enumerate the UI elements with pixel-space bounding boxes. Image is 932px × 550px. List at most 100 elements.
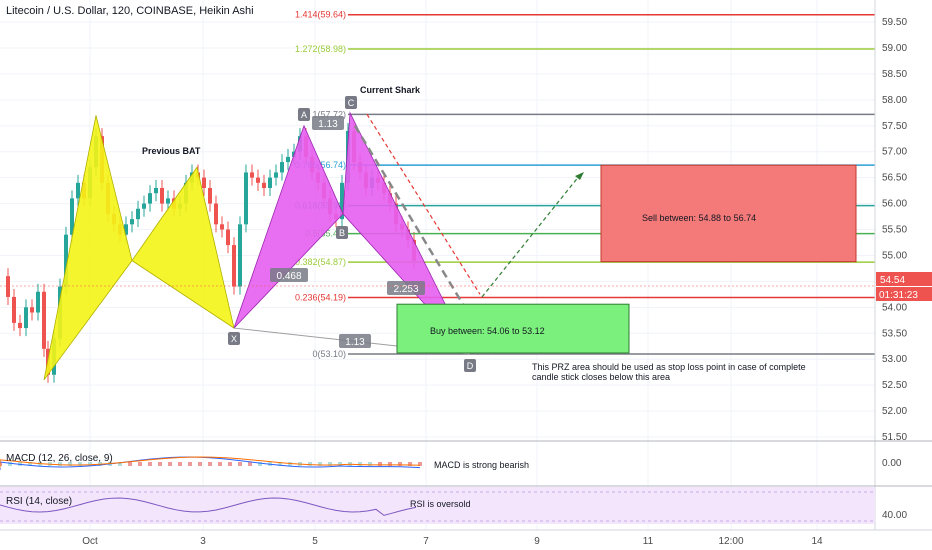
macd-hist-bar xyxy=(308,462,312,466)
price-tick: 53.00 xyxy=(882,354,907,365)
candle-body xyxy=(262,182,266,188)
price-tick: 51.50 xyxy=(882,432,907,443)
candle-body xyxy=(6,276,10,297)
fib-label: 0.382(54.87) xyxy=(295,257,346,267)
annotations: Sell between: 54.88 to 56.74 Buy between:… xyxy=(396,164,857,382)
time-tick: 12:00 xyxy=(718,536,743,547)
time-tick: 5 xyxy=(312,536,318,547)
macd-hist-bar xyxy=(228,462,232,466)
countdown-badge xyxy=(876,287,932,301)
bat-bcd xyxy=(131,166,235,329)
rsi-note: RSI is oversold xyxy=(410,499,471,509)
prz-note-line2: candle stick closes below this area xyxy=(532,372,670,382)
macd-hist-bar xyxy=(148,462,152,466)
price-tick: 56.00 xyxy=(882,199,907,210)
price-tick: 57.00 xyxy=(882,147,907,158)
ratio-badge xyxy=(312,116,344,130)
green-projection xyxy=(481,172,583,298)
macd-hist-bar xyxy=(368,462,372,466)
macd-hist-bar xyxy=(288,462,292,466)
arrow-head xyxy=(575,172,584,180)
point-a-badge xyxy=(298,108,310,121)
macd-hist-bar xyxy=(178,462,182,466)
candle-body xyxy=(142,203,146,209)
macd-hist-bar xyxy=(238,462,242,466)
ratio-label: 0.468 xyxy=(276,271,301,282)
fib-label: 0.236(54.19) xyxy=(295,292,346,302)
macd-signal-line xyxy=(0,456,421,468)
point-x-badge xyxy=(228,332,240,345)
macd-hist-bar xyxy=(208,462,212,466)
ratio-badge xyxy=(339,334,371,348)
candle-body xyxy=(232,245,236,287)
candle-body xyxy=(238,224,242,287)
rsi-panel-bg xyxy=(0,487,875,524)
fib-label: 1.414(59.64) xyxy=(295,10,346,20)
indicator-panels: MACD (12, 26, close, 9) MACD is strong be… xyxy=(0,440,932,524)
macd-hist-bar xyxy=(318,462,322,466)
candle-body xyxy=(160,188,164,204)
macd-hist-bar xyxy=(248,462,252,466)
macd-hist-bar xyxy=(198,462,202,466)
point-x: X xyxy=(231,334,237,344)
countdown: 01:31:23 xyxy=(879,290,918,301)
time-tick: 11 xyxy=(643,536,654,547)
point-c-badge xyxy=(345,96,357,109)
macd-note: MACD is strong bearish xyxy=(434,460,529,470)
candle-body xyxy=(280,162,284,173)
candle-body xyxy=(226,229,230,246)
macd-hist-bar xyxy=(418,462,422,466)
macd-hist-bar xyxy=(388,462,392,466)
price-tick: 55.50 xyxy=(882,225,907,236)
candle-body xyxy=(250,172,254,178)
rsi-label: RSI (14, close) xyxy=(6,496,72,507)
macd-hist-bar xyxy=(278,462,282,466)
macd-label: MACD (12, 26, close, 9) xyxy=(6,453,113,464)
bat-xab xyxy=(43,115,133,381)
price-tick: 56.50 xyxy=(882,173,907,184)
candle-body xyxy=(76,182,80,199)
macd-tick: 0.00 xyxy=(882,458,902,469)
price-tick: 59.00 xyxy=(882,43,907,54)
point-c: C xyxy=(348,98,355,108)
candle-body xyxy=(18,322,22,329)
price-tick: 54.00 xyxy=(882,302,907,313)
candle-body xyxy=(136,208,140,220)
macd-hist-bar xyxy=(68,462,72,466)
candle-body xyxy=(256,177,260,183)
macd-hist-bar xyxy=(328,462,332,466)
fib-label: 0.5(55.42) xyxy=(305,229,346,239)
chart-grid xyxy=(0,0,875,530)
candle-body xyxy=(154,188,158,194)
candle-body xyxy=(148,193,152,204)
price-tick: 55.00 xyxy=(882,250,907,261)
candle-body xyxy=(166,198,170,204)
time-tick: Oct xyxy=(82,536,98,547)
price-tick: 57.50 xyxy=(882,121,907,132)
macd-hist-bar xyxy=(88,462,92,466)
time-tick: 7 xyxy=(423,536,429,547)
candle-body xyxy=(214,203,218,225)
point-b-badge xyxy=(336,226,348,239)
time-tick: 9 xyxy=(534,536,540,547)
fib-label: 0(53.10) xyxy=(312,349,346,359)
macd-hist-bar xyxy=(118,462,122,466)
price-axis: 59.50 59.00 58.50 58.00 57.50 57.00 56.50 56.00… xyxy=(0,0,932,530)
candle-body xyxy=(12,296,16,323)
rsi-line xyxy=(0,497,417,516)
macd-hist-bar xyxy=(0,462,2,466)
candle-body xyxy=(208,188,212,204)
macd-hist-bar xyxy=(378,462,382,466)
buy-note: Buy between: 54.06 to 53.12 xyxy=(430,326,545,336)
candle-body xyxy=(202,177,206,188)
candle-body xyxy=(36,291,40,313)
macd-hist-bar xyxy=(258,462,262,466)
macd-hist-bar xyxy=(158,462,162,466)
price-tick: 59.50 xyxy=(882,17,907,28)
rsi-tick: 40.00 xyxy=(882,510,907,521)
macd-hist-bar xyxy=(218,462,222,466)
macd-hist-bar xyxy=(358,462,362,466)
price-tick: 52.00 xyxy=(882,406,907,417)
time-tick: 14 xyxy=(811,536,823,547)
